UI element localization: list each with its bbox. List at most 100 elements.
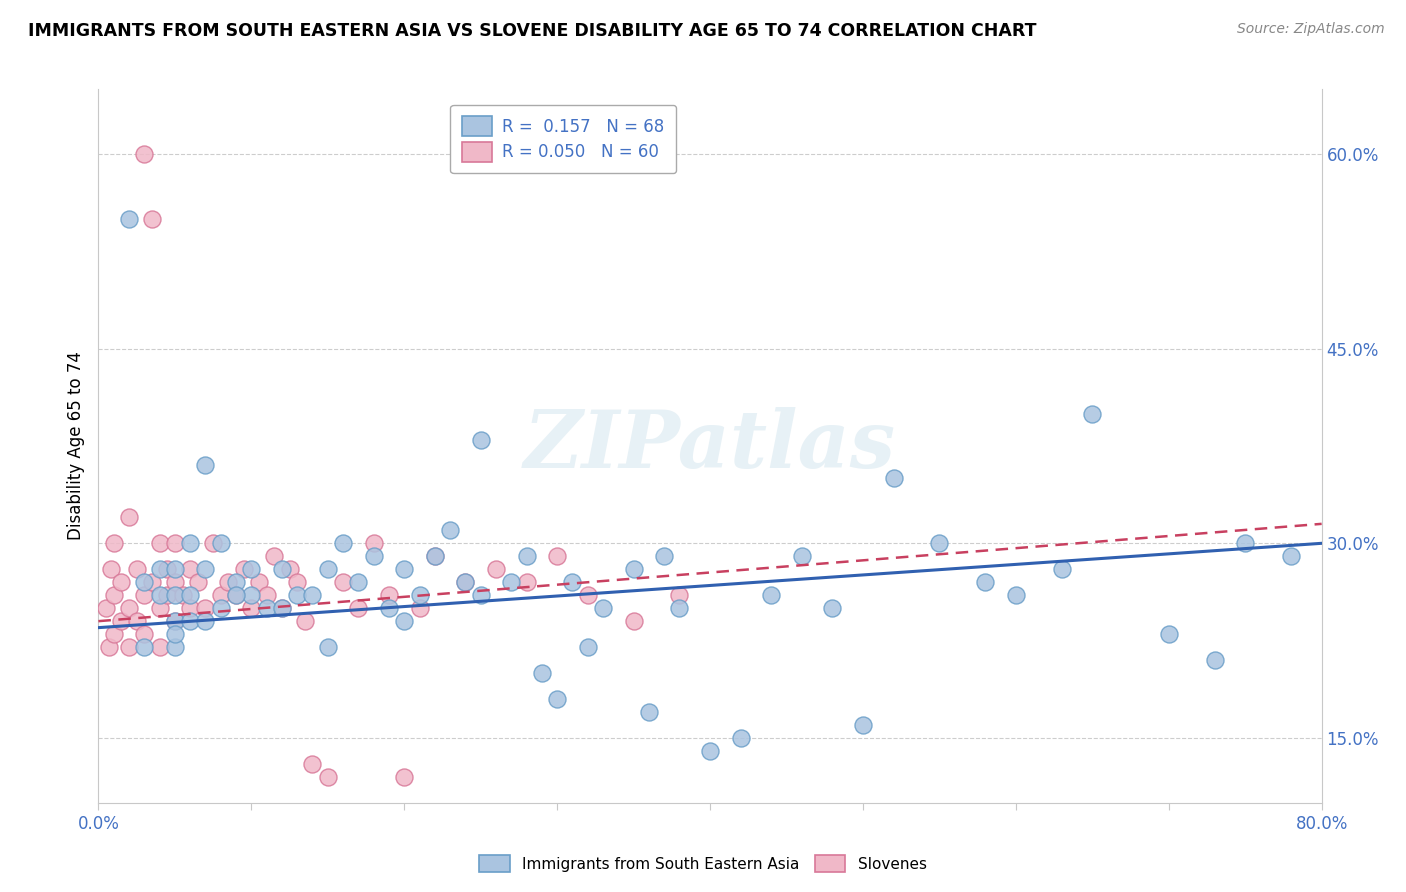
Point xyxy=(134,640,156,654)
Point xyxy=(149,640,172,654)
Point xyxy=(730,731,752,745)
Point xyxy=(516,549,538,564)
Point xyxy=(1157,627,1180,641)
Point xyxy=(759,588,782,602)
Point xyxy=(347,575,370,590)
Point xyxy=(163,588,186,602)
Point xyxy=(1204,653,1226,667)
Point xyxy=(439,524,461,538)
Point xyxy=(408,601,430,615)
Point xyxy=(149,536,172,550)
Point xyxy=(530,666,553,681)
Point xyxy=(470,433,492,447)
Point xyxy=(316,640,339,654)
Point xyxy=(172,588,194,602)
Point xyxy=(98,640,121,654)
Point xyxy=(100,562,122,576)
Point xyxy=(209,536,232,550)
Point xyxy=(637,705,661,719)
Point xyxy=(546,549,568,564)
Point xyxy=(187,575,209,590)
Point xyxy=(392,770,416,784)
Point xyxy=(125,562,148,576)
Text: ZIPatlas: ZIPatlas xyxy=(524,408,896,484)
Point xyxy=(179,614,201,628)
Point xyxy=(240,562,263,576)
Point xyxy=(225,588,247,602)
Point xyxy=(592,601,614,615)
Point xyxy=(163,614,186,628)
Point xyxy=(363,549,385,564)
Point xyxy=(408,588,430,602)
Point xyxy=(263,549,285,564)
Point xyxy=(652,549,675,564)
Point xyxy=(576,588,599,602)
Point xyxy=(256,588,278,602)
Point xyxy=(576,640,599,654)
Point xyxy=(928,536,950,550)
Text: Source: ZipAtlas.com: Source: ZipAtlas.com xyxy=(1237,22,1385,37)
Point xyxy=(852,718,875,732)
Point xyxy=(163,575,186,590)
Point xyxy=(240,601,263,615)
Point xyxy=(163,614,186,628)
Point xyxy=(256,601,278,615)
Point xyxy=(103,627,125,641)
Point xyxy=(225,575,247,590)
Point xyxy=(454,575,477,590)
Point xyxy=(516,575,538,590)
Point xyxy=(202,536,225,550)
Text: IMMIGRANTS FROM SOUTH EASTERN ASIA VS SLOVENE DISABILITY AGE 65 TO 74 CORRELATIO: IMMIGRANTS FROM SOUTH EASTERN ASIA VS SL… xyxy=(28,22,1036,40)
Point xyxy=(974,575,997,590)
Point xyxy=(623,562,645,576)
Point xyxy=(240,588,263,602)
Point xyxy=(134,147,156,161)
Point xyxy=(94,601,117,615)
Point xyxy=(501,575,523,590)
Point xyxy=(194,458,217,473)
Point xyxy=(134,575,156,590)
Point xyxy=(821,601,844,615)
Point xyxy=(392,614,416,628)
Point xyxy=(209,588,232,602)
Point xyxy=(668,601,690,615)
Point xyxy=(270,601,292,615)
Y-axis label: Disability Age 65 to 74: Disability Age 65 to 74 xyxy=(66,351,84,541)
Point xyxy=(163,562,186,576)
Point xyxy=(270,562,292,576)
Point xyxy=(883,471,905,485)
Point xyxy=(1050,562,1073,576)
Point xyxy=(134,588,156,602)
Point xyxy=(179,562,201,576)
Point xyxy=(363,536,385,550)
Point xyxy=(1081,407,1104,421)
Point xyxy=(225,588,247,602)
Point xyxy=(217,575,239,590)
Point xyxy=(278,562,301,576)
Point xyxy=(301,588,323,602)
Point xyxy=(110,614,132,628)
Point xyxy=(423,549,446,564)
Point xyxy=(118,510,141,524)
Point xyxy=(141,211,163,226)
Point xyxy=(118,640,141,654)
Legend: Immigrants from South Eastern Asia, Slovenes: Immigrants from South Eastern Asia, Slov… xyxy=(472,847,934,880)
Point xyxy=(316,770,339,784)
Point xyxy=(332,536,354,550)
Point xyxy=(118,601,141,615)
Point xyxy=(332,575,354,590)
Point xyxy=(209,601,232,615)
Point xyxy=(163,627,186,641)
Point xyxy=(378,601,401,615)
Point xyxy=(1279,549,1302,564)
Point xyxy=(149,601,172,615)
Point xyxy=(194,614,217,628)
Point xyxy=(194,601,217,615)
Point xyxy=(294,614,316,628)
Point xyxy=(392,562,416,576)
Point xyxy=(316,562,339,576)
Point xyxy=(423,549,446,564)
Point xyxy=(668,588,690,602)
Point xyxy=(1004,588,1026,602)
Point xyxy=(194,562,217,576)
